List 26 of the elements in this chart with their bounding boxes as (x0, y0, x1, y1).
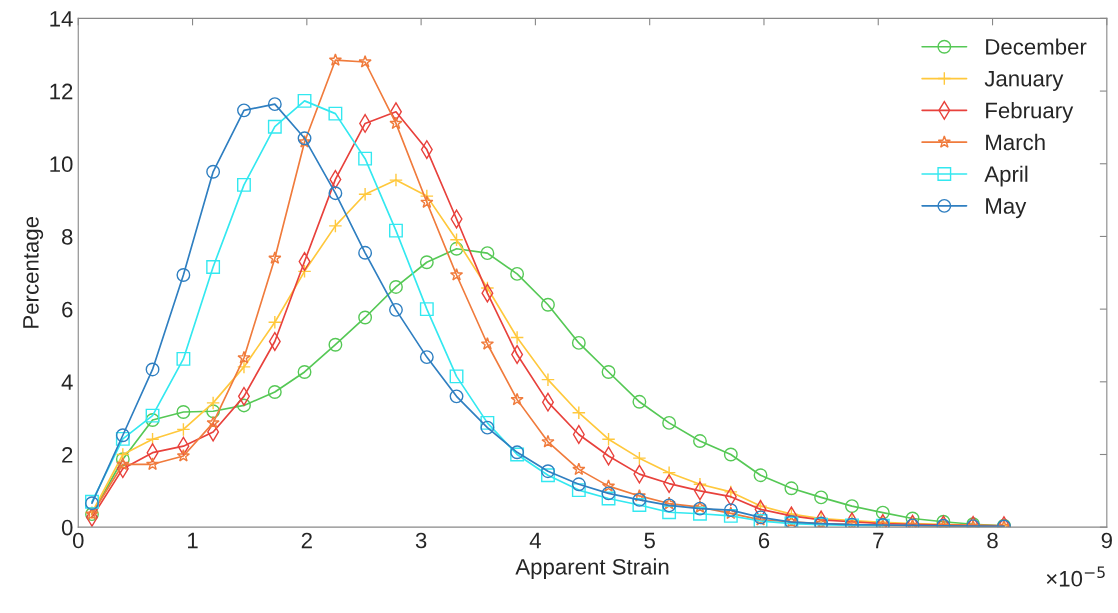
y-axis-title: Percentage (23, 216, 44, 328)
y-tick-label: 8 (62, 228, 73, 245)
x-tick-label: 4 (529, 532, 541, 549)
x-tick-label: 8 (987, 532, 998, 549)
legend-label: March (986, 133, 1045, 151)
y-tick-label: 10 (50, 156, 73, 173)
y-tick-label: 6 (62, 301, 73, 318)
x-tick-label: 5 (644, 532, 655, 549)
x-tick-label: 1 (188, 532, 198, 549)
x-tick-label: 3 (415, 532, 427, 549)
legend-label: January (984, 71, 1064, 91)
legend-label: December (986, 38, 1087, 55)
x-tick-label: 9 (1101, 532, 1112, 549)
y-tick-label: 2 (62, 447, 73, 463)
x-tick-label: 6 (758, 532, 770, 549)
legend-label: May (986, 198, 1027, 219)
x-tick-label: 7 (873, 532, 884, 549)
y-tick-label: 0 (61, 519, 73, 536)
legend-label: April (984, 165, 1028, 187)
legend-label: February (986, 102, 1074, 123)
text: ×10$^{−5}$ (1046, 566, 1105, 587)
x-axis-title: Apparent Strain (515, 558, 669, 580)
y-tick-label: 12 (50, 83, 73, 100)
y-tick-label: 14 (50, 11, 73, 27)
x-tick-label: 2 (301, 532, 312, 549)
y-tick-label: 4 (61, 374, 73, 390)
